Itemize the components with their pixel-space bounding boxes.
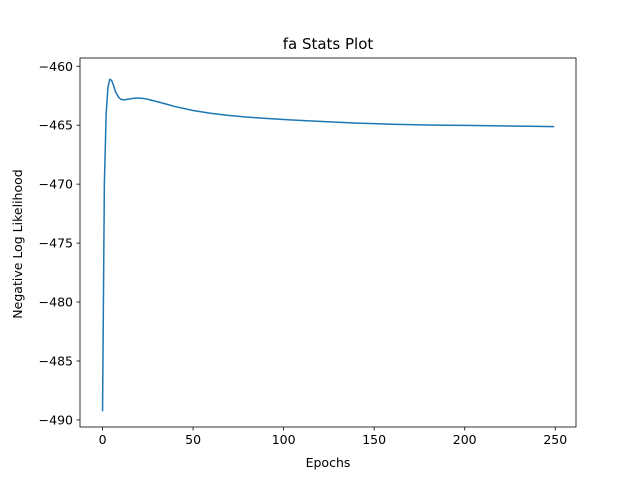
y-tick-label: −490: [39, 412, 73, 427]
x-axis-label: Epochs: [306, 455, 351, 470]
x-tick-label: 0: [99, 432, 107, 447]
y-tick-label: −470: [39, 177, 73, 192]
chart-title: fa Stats Plot: [283, 35, 374, 53]
series-line-0: [101, 78, 555, 412]
y-tick-label: −485: [39, 353, 73, 368]
x-tick-label: 50: [185, 432, 201, 447]
x-tick-label: 250: [543, 432, 567, 447]
y-tick-label: −475: [39, 236, 73, 251]
y-tick-label: −480: [39, 295, 73, 310]
x-tick-label: 200: [453, 432, 477, 447]
plot-area: 0 50 100 150 200 250 −490 −485 −480 −475 −470 −465 −…: [39, 57, 577, 447]
y-tick-label: −460: [39, 59, 73, 74]
axes-frame: [79, 57, 577, 428]
y-axis-label: Negative Log Likelihood: [10, 169, 25, 318]
x-tick-label: 150: [362, 432, 386, 447]
y-tick-label: −465: [39, 118, 73, 133]
x-tick-label: 100: [272, 432, 296, 447]
